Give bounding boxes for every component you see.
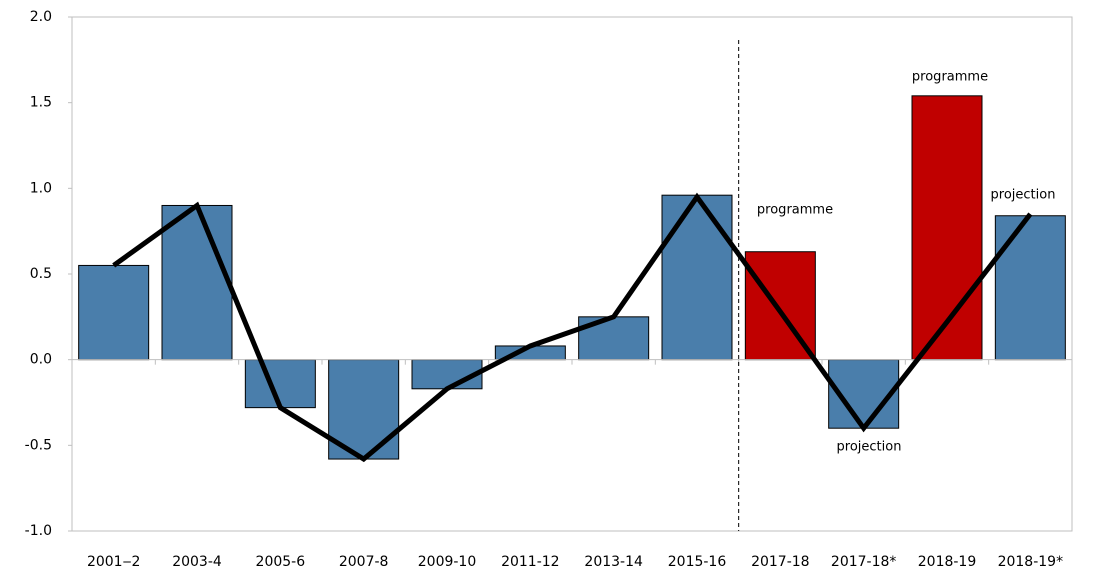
x-tick-label: 2003-4: [172, 554, 222, 570]
x-tick-label: 2018-19*: [998, 554, 1064, 570]
annotation: projection: [991, 188, 1056, 203]
bar: [78, 264, 150, 361]
y-tick-label: -0.5: [25, 437, 52, 453]
y-tick-label: 1.5: [30, 95, 52, 111]
y-tick-label: -1.0: [25, 523, 52, 539]
x-tick-label: 2017-18: [751, 554, 810, 570]
x-tick-label: 2011-12: [501, 554, 560, 570]
annotation: projection: [837, 440, 902, 455]
x-tick-label: 2015-16: [668, 554, 727, 570]
bar: [161, 204, 233, 361]
bar: [911, 95, 983, 361]
y-tick-label: 0.0: [30, 352, 52, 368]
bar: [994, 215, 1066, 361]
x-tick-label: 2013-14: [584, 554, 643, 570]
bar: [244, 359, 316, 409]
x-tick-label: 2017-18*: [831, 554, 897, 570]
line: [112, 192, 1033, 463]
y-tick-label: 1.0: [30, 180, 52, 196]
x-tick-label: 2009-10: [418, 554, 477, 570]
x-tick-label: 2005-6: [256, 554, 306, 570]
y-tick-label: 2.0: [30, 9, 52, 25]
annotation: programme: [912, 70, 988, 85]
annotation: programme: [757, 203, 833, 218]
bar: [661, 194, 733, 361]
x-tick-label: 2001‒2: [87, 554, 140, 570]
x-tick-label: 2007-8: [339, 554, 389, 570]
y-tick-label: 0.5: [30, 266, 52, 282]
x-tick-label: 2018-19: [918, 554, 977, 570]
